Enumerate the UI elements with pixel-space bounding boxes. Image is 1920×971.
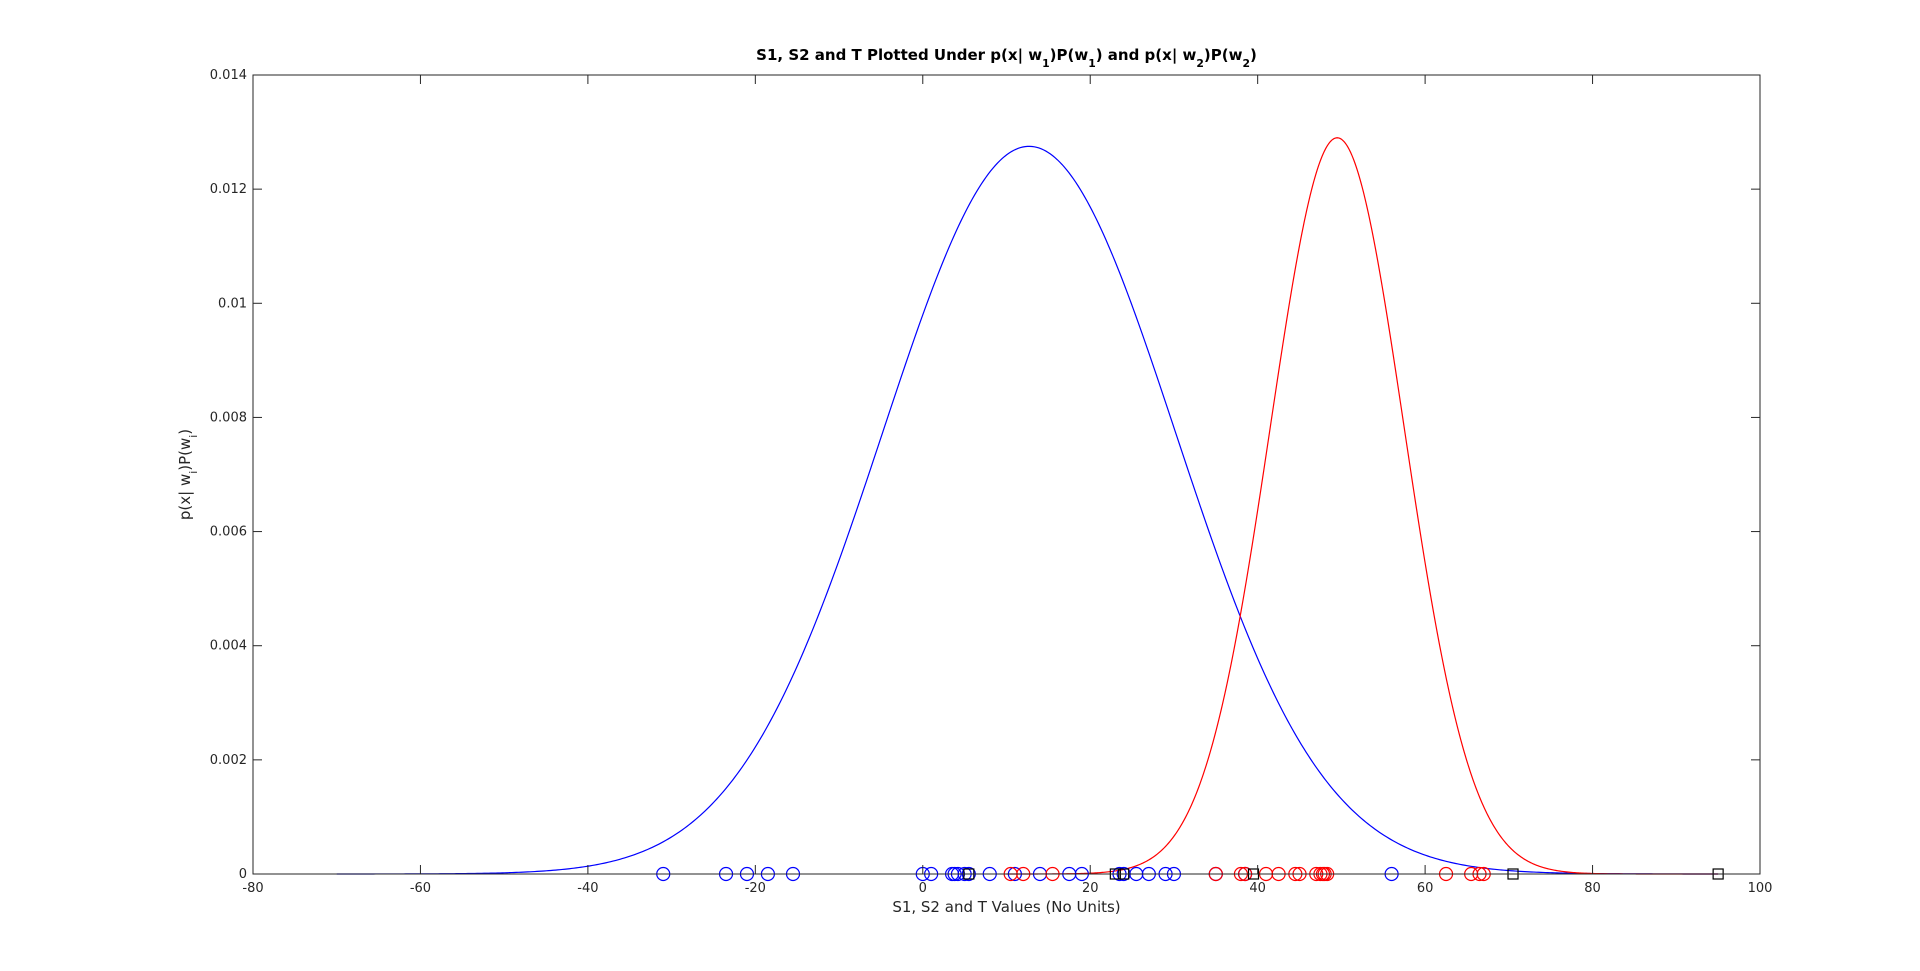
y-tick-label: 0.004	[210, 639, 247, 654]
series-2-curve	[1006, 137, 1719, 875]
x-tick-label: 80	[1584, 881, 1601, 896]
x-tick-label: 40	[1249, 881, 1266, 896]
y-tick-label: 0	[239, 867, 247, 882]
x-tick-label: -20	[745, 881, 766, 896]
y-tick-label: 0.002	[210, 753, 247, 768]
series-1-curve	[336, 145, 1719, 875]
y-tick-label: 0.01	[218, 296, 247, 311]
y-tick-label: 0.008	[210, 410, 247, 425]
x-tick-label: 20	[1082, 881, 1099, 896]
x-tick-label: 60	[1417, 881, 1434, 896]
ticks: -80 -60 -40 -20 0 20 40 60 80 100 0 0.002 0.004 0.006…	[210, 68, 1773, 896]
y-tick-label: 0.012	[210, 182, 247, 197]
x-tick-label: -60	[410, 881, 431, 896]
x-tick-label: -80	[242, 881, 263, 896]
chart-title: S1, S2 and T Plotted Under p(x| w1)P(w1)…	[756, 46, 1257, 70]
x-axis-label: S1, S2 and T Values (No Units)	[892, 898, 1120, 916]
axes-box	[252, 74, 1761, 875]
x-tick-label: 0	[919, 881, 927, 896]
y-tick-label: 0.014	[210, 68, 247, 83]
plot-content	[336, 137, 1724, 882]
x-tick-label: 100	[1748, 881, 1773, 896]
y-axis-label: p(x| wi)P(wi)	[176, 429, 200, 520]
y-tick-label: 0.006	[210, 525, 247, 540]
x-tick-label: -40	[577, 881, 598, 896]
